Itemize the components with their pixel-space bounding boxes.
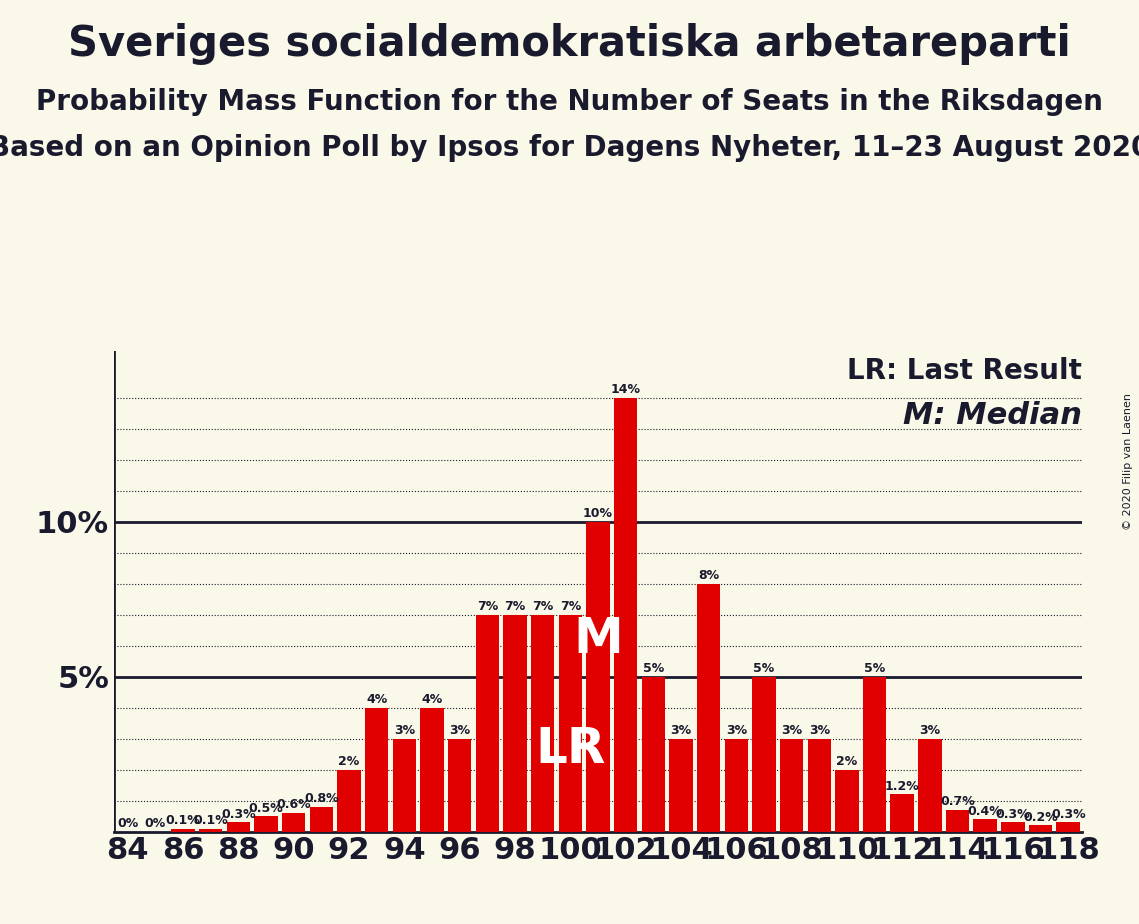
Bar: [1001, 822, 1025, 832]
Text: 5%: 5%: [865, 663, 885, 675]
Text: 0.7%: 0.7%: [940, 796, 975, 808]
Text: 3%: 3%: [919, 724, 941, 737]
Text: 0.2%: 0.2%: [1023, 811, 1058, 824]
Bar: [531, 614, 555, 832]
Text: 1.2%: 1.2%: [885, 780, 919, 793]
Bar: [282, 813, 305, 832]
Bar: [697, 584, 720, 832]
Text: M: M: [573, 615, 623, 663]
Text: 7%: 7%: [477, 600, 498, 613]
Bar: [1029, 825, 1052, 832]
Bar: [503, 614, 526, 832]
Text: 0.1%: 0.1%: [165, 814, 200, 827]
Text: 0.3%: 0.3%: [995, 808, 1030, 821]
Text: 3%: 3%: [809, 724, 830, 737]
Bar: [310, 807, 333, 832]
Text: 5%: 5%: [753, 663, 775, 675]
Bar: [891, 795, 913, 832]
Text: Based on an Opinion Poll by Ipsos for Dagens Nyheter, 11–23 August 2020: Based on an Opinion Poll by Ipsos for Da…: [0, 134, 1139, 162]
Text: Sveriges socialdemokratiska arbetareparti: Sveriges socialdemokratiska arbetarepart…: [68, 23, 1071, 65]
Text: © 2020 Filip van Laenen: © 2020 Filip van Laenen: [1123, 394, 1133, 530]
Bar: [724, 738, 748, 832]
Text: 0.3%: 0.3%: [221, 808, 255, 821]
Text: 2%: 2%: [836, 755, 858, 768]
Text: 3%: 3%: [671, 724, 691, 737]
Text: 14%: 14%: [611, 383, 640, 396]
Text: 2%: 2%: [338, 755, 360, 768]
Text: M: Median: M: Median: [903, 401, 1082, 430]
Bar: [558, 614, 582, 832]
Bar: [393, 738, 416, 832]
Bar: [641, 676, 665, 832]
Bar: [945, 810, 969, 832]
Text: LR: Last Result: LR: Last Result: [847, 358, 1082, 385]
Text: 0.5%: 0.5%: [248, 801, 284, 815]
Bar: [227, 822, 251, 832]
Text: 0.8%: 0.8%: [304, 792, 338, 805]
Text: Probability Mass Function for the Number of Seats in the Riksdagen: Probability Mass Function for the Number…: [36, 88, 1103, 116]
Text: 0%: 0%: [145, 817, 166, 830]
Text: 0.1%: 0.1%: [194, 814, 228, 827]
Bar: [808, 738, 831, 832]
Text: 3%: 3%: [394, 724, 415, 737]
Text: 4%: 4%: [421, 693, 443, 706]
Text: LR: LR: [535, 725, 606, 773]
Text: 0.6%: 0.6%: [277, 798, 311, 811]
Bar: [420, 708, 444, 832]
Bar: [1057, 822, 1080, 832]
Bar: [254, 816, 278, 832]
Bar: [199, 829, 222, 832]
Text: 8%: 8%: [698, 569, 719, 582]
Bar: [918, 738, 942, 832]
Text: 3%: 3%: [726, 724, 747, 737]
Bar: [171, 829, 195, 832]
Bar: [670, 738, 693, 832]
Text: 0.3%: 0.3%: [1051, 808, 1085, 821]
Bar: [587, 522, 609, 832]
Text: 5%: 5%: [642, 663, 664, 675]
Text: 4%: 4%: [366, 693, 387, 706]
Text: 7%: 7%: [505, 600, 525, 613]
Text: 3%: 3%: [781, 724, 802, 737]
Bar: [337, 770, 361, 832]
Bar: [614, 397, 638, 832]
Bar: [835, 770, 859, 832]
Bar: [448, 738, 472, 832]
Text: 7%: 7%: [559, 600, 581, 613]
Bar: [974, 820, 997, 832]
Text: 0.4%: 0.4%: [968, 805, 1002, 818]
Text: 3%: 3%: [449, 724, 470, 737]
Text: 10%: 10%: [583, 507, 613, 520]
Bar: [780, 738, 803, 832]
Text: 0%: 0%: [117, 817, 138, 830]
Bar: [863, 676, 886, 832]
Bar: [752, 676, 776, 832]
Bar: [364, 708, 388, 832]
Text: 7%: 7%: [532, 600, 554, 613]
Bar: [476, 614, 499, 832]
